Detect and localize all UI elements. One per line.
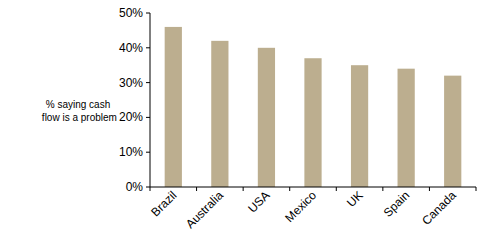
bar [398, 69, 415, 187]
y-tick-label: 30% [119, 76, 143, 90]
x-tick [150, 187, 151, 191]
x-tick-label: Brazil [148, 188, 179, 219]
chart: 0% 10% 20% 30% 40% 50% BrazilAustralia USA Mexic… [0, 0, 500, 250]
y-tick [146, 13, 150, 14]
y-tick [146, 47, 150, 48]
bar [165, 27, 182, 187]
x-tick-label: UK [344, 188, 366, 210]
x-tick [196, 187, 197, 191]
y-tick-label: 20% [119, 110, 143, 124]
x-axis [150, 187, 476, 188]
x-tick-label: USA [245, 188, 272, 215]
x-tick [243, 187, 244, 191]
bar [304, 58, 321, 187]
bars [165, 27, 462, 187]
y-tick [146, 187, 150, 188]
x-tick [476, 187, 477, 191]
x-tick [336, 187, 337, 191]
y-tick-label: 0% [126, 180, 144, 194]
y-tick-label: 10% [119, 145, 143, 159]
x-tick [429, 187, 430, 191]
x-tick-label: Canada [419, 188, 459, 228]
bar [351, 65, 368, 187]
y-tick-label: 40% [119, 41, 143, 55]
x-tick [289, 187, 290, 191]
bar [258, 48, 275, 187]
y-tick [146, 152, 150, 153]
bar [444, 76, 461, 187]
x-tick-label: Mexico [282, 188, 319, 225]
y-axis-label: % saying cash flow is a problem [39, 99, 117, 123]
x-tick-label: Australia [183, 188, 226, 231]
y-tick [146, 82, 150, 83]
y-axis-label-line: % saying cash [46, 99, 110, 110]
x-tick-label: Spain [381, 188, 413, 220]
y-tick-label: 50% [119, 6, 143, 20]
bar [211, 41, 228, 187]
y-tick [146, 117, 150, 118]
x-tick [382, 187, 383, 191]
y-axis-label-line: flow is a problem [39, 112, 117, 123]
y-axis [150, 13, 151, 187]
